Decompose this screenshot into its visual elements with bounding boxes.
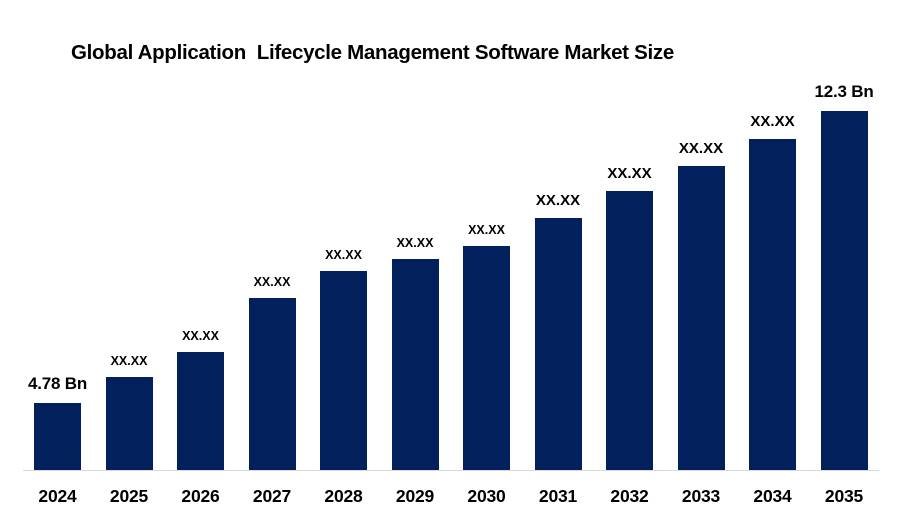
- x-axis-label: 2027: [252, 486, 292, 506]
- bar-value-label: XX.XX: [678, 140, 724, 157]
- x-axis-label: 2035: [824, 486, 864, 506]
- bar-rect: [820, 111, 868, 470]
- bar-value-label: XX.XX: [396, 236, 434, 250]
- x-axis-label: 2026: [181, 486, 220, 506]
- bar-rect: [677, 166, 725, 470]
- x-axis-label: 2028: [324, 486, 363, 506]
- bar-rect: [34, 403, 81, 470]
- chart-title: Global Application Lifecycle Management …: [71, 41, 674, 64]
- bar-2031: XX.XX: [534, 192, 582, 470]
- bar-value-label: XX.XX: [750, 113, 795, 130]
- bar-value-label: XX.XX: [110, 354, 148, 368]
- bar-rect: [320, 271, 367, 470]
- bar-2024: 4.78 Bn: [28, 374, 87, 470]
- bar-value-label: XX.XX: [535, 192, 581, 209]
- bar-2034: XX.XX: [749, 113, 796, 470]
- bar-2026: XX.XX: [177, 329, 224, 470]
- bar-value-label: XX.XX: [468, 223, 505, 237]
- bar-2029: XX.XX: [391, 236, 439, 470]
- x-axis-label: 2024: [38, 486, 77, 506]
- bar-2025: XX.XX: [105, 354, 153, 470]
- x-axis-label: 2029: [395, 486, 435, 506]
- x-axis-label: 2030: [467, 486, 506, 506]
- bar-2030: XX.XX: [463, 223, 510, 470]
- bar-2027: XX.XX: [248, 275, 296, 470]
- bar-rect: [391, 259, 439, 470]
- x-axis-label: 2033: [681, 486, 721, 506]
- bar-2032: XX.XX: [606, 165, 653, 470]
- bar-value-label: 12.3 Bn: [814, 82, 874, 101]
- bar-rect: [105, 377, 153, 470]
- bar-rect: [606, 191, 653, 470]
- x-axis-label: 2034: [753, 486, 792, 506]
- x-axis-label: 2032: [610, 486, 649, 506]
- bar-2035: 12.3 Bn: [814, 82, 874, 470]
- bar-value-label: 4.78 Bn: [27, 374, 88, 393]
- bar-value-label: XX.XX: [607, 165, 652, 182]
- bar-rect: [177, 352, 224, 470]
- bar-rect: [248, 298, 296, 470]
- x-axis-label: 2025: [109, 486, 149, 506]
- bar-rect: [534, 218, 582, 470]
- plot-area: 4.78 Bn XX.XX XX.XX XX.XX XX.XX XX.XX XX.XX XX.…: [28, 82, 874, 470]
- bar-value-label: XX.XX: [182, 329, 219, 343]
- bar-value-label: XX.XX: [325, 248, 362, 262]
- bar-2033: XX.XX: [677, 140, 725, 470]
- bar-2028: XX.XX: [320, 248, 367, 470]
- bar-rect: [749, 139, 796, 470]
- bar-value-label: XX.XX: [253, 275, 291, 289]
- x-axis-label: 2031: [538, 486, 578, 506]
- x-axis-line: [23, 470, 879, 471]
- bar-rect: [463, 246, 510, 470]
